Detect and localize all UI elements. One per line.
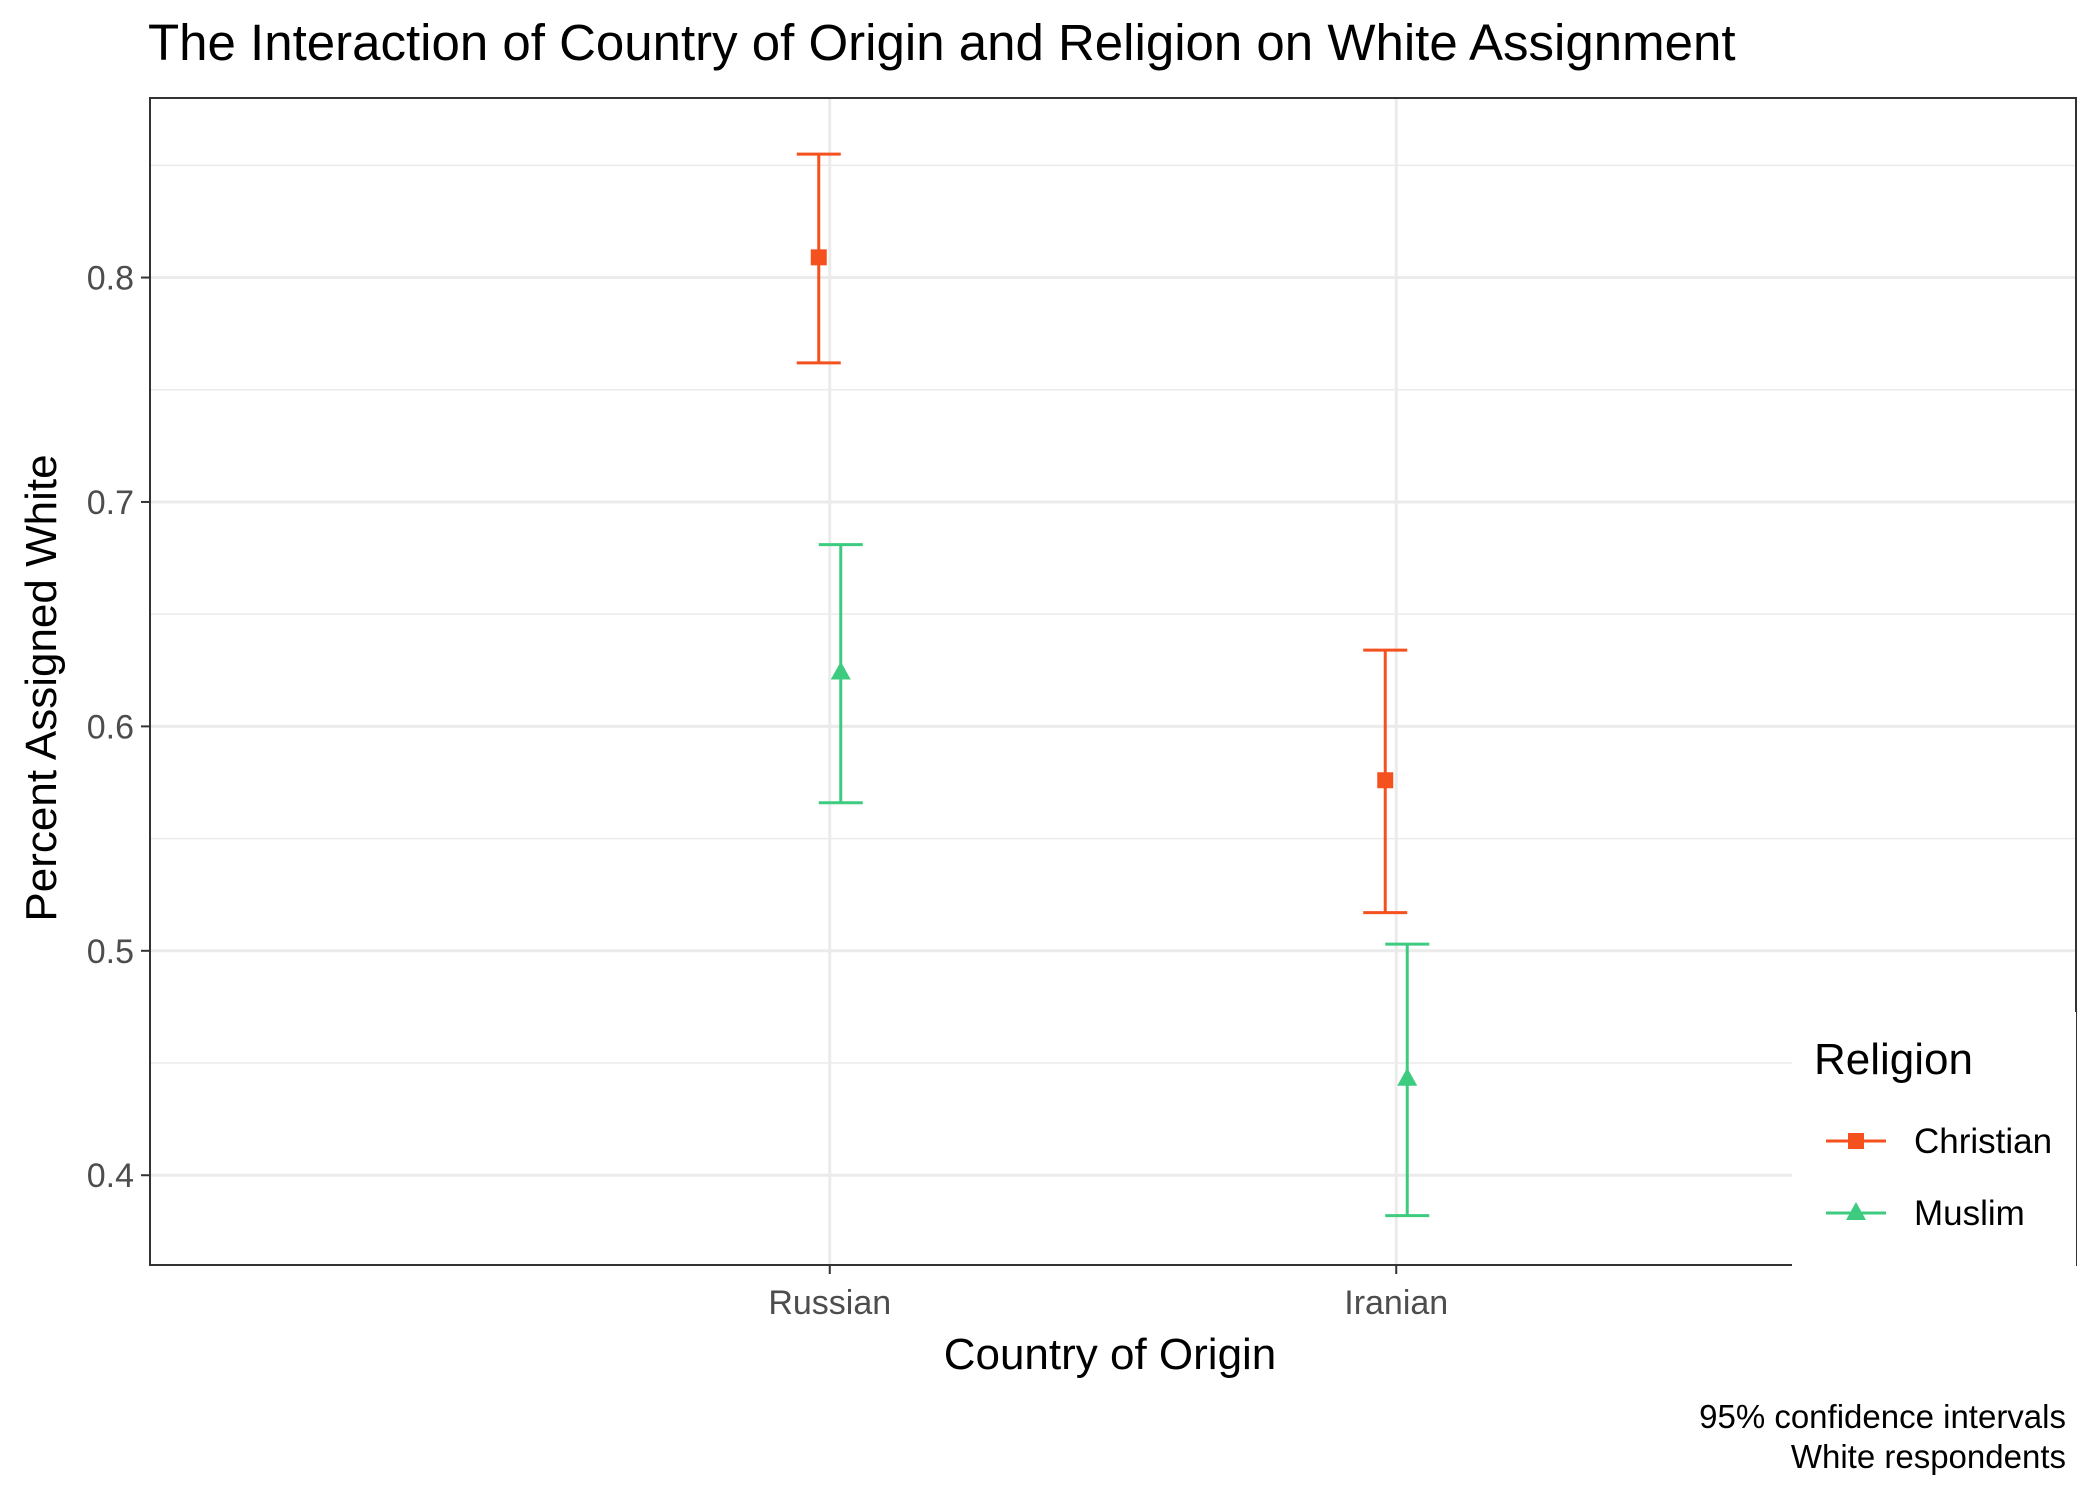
muslim-point-russian: [830, 661, 851, 680]
plot-panel-border: [149, 97, 2077, 1266]
x-tick-label: Russian: [768, 1284, 891, 1322]
caption-line-2: White respondents: [1791, 1438, 2066, 1475]
data-points: [810, 249, 1418, 1086]
y-tick-label: 0.8: [87, 260, 134, 298]
legend-items: Christian Muslim: [1826, 1122, 2052, 1233]
legend-key-marker-muslim: [1846, 1202, 1866, 1220]
x-tick-label: Iranian: [1344, 1284, 1448, 1322]
caption-line-1: 95% confidence intervals: [1699, 1398, 2066, 1435]
muslim-point-iranian: [1397, 1067, 1418, 1086]
y-axis-title: Percent Assigned White: [17, 454, 66, 921]
christian-point-russian: [810, 249, 827, 266]
y-tick-label: 0.6: [87, 708, 134, 746]
legend-key-marker-christian: [1848, 1133, 1864, 1149]
legend-label-muslim: Muslim: [1914, 1194, 2025, 1233]
x-axis-title: Country of Origin: [944, 1330, 1277, 1379]
legend-title: Religion: [1814, 1035, 1973, 1084]
y-tick-label: 0.5: [87, 933, 134, 971]
axis-ticks: 0.4 0.5 0.6 0.7 0.8 Russian Iranian: [87, 260, 1448, 1322]
gridlines: [150, 98, 2076, 1265]
chart-title: The Interaction of Country of Origin and…: [148, 14, 1736, 71]
y-tick-label: 0.4: [87, 1157, 134, 1195]
error-bars: [796, 152, 1430, 1218]
legend-label-christian: Christian: [1914, 1122, 2052, 1161]
legend: Religion Christian Muslim: [1792, 1012, 2076, 1268]
y-tick-label: 0.7: [87, 484, 134, 522]
christian-point-iranian: [1377, 772, 1394, 789]
